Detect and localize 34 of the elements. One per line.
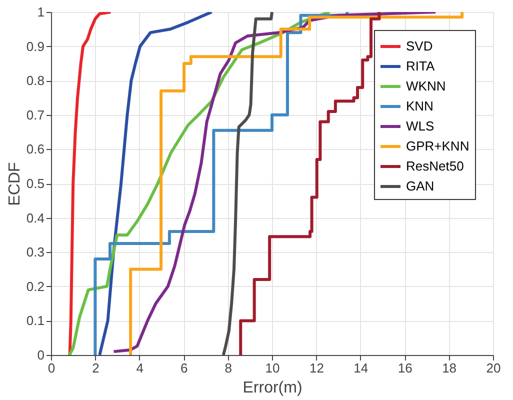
legend-label: GPR+KNN [406,138,470,154]
y-tick-label: 0.4 [26,210,44,226]
x-tick-label: 18 [442,360,457,376]
x-tick-label: 20 [486,360,501,376]
x-tick-label: 14 [354,360,368,376]
legend-label: GAN [406,178,434,194]
y-axis-title: ECDF [6,162,24,206]
x-tick-label: 8 [224,360,232,376]
legend-label: RITA [406,58,435,74]
y-tick-label: 0.5 [26,176,44,191]
x-tick-label: 2 [92,360,100,376]
x-axis-title: Error(m) [242,380,302,396]
x-tick-label: 12 [309,360,324,376]
legend-label: WLS [406,118,434,134]
y-tick-label: 0.1 [26,313,44,328]
y-tick-label: 0.6 [26,142,44,157]
y-tick-label: 0.9 [26,38,44,54]
line-series [68,12,112,355]
y-tick-label: 0.8 [26,73,44,88]
y-tick-label: 0.7 [26,107,44,122]
legend-label: KNN [406,98,434,114]
y-tick-label: 0.2 [26,278,44,294]
line-series [98,12,214,355]
y-tick-label: 0 [37,348,44,362]
legend-label: ResNet50 [406,158,464,174]
x-tick-label: 10 [265,360,280,376]
legend-label: WKNN [406,78,446,94]
x-tick-label: 0 [48,360,56,376]
x-tick-label: 6 [180,360,188,376]
y-tick-label: 1 [37,4,44,20]
legend-label: SVD [406,38,433,54]
y-tick-label: 0.3 [26,244,44,260]
x-tick-label: 16 [398,360,412,376]
x-tick-label: 4 [136,360,144,376]
